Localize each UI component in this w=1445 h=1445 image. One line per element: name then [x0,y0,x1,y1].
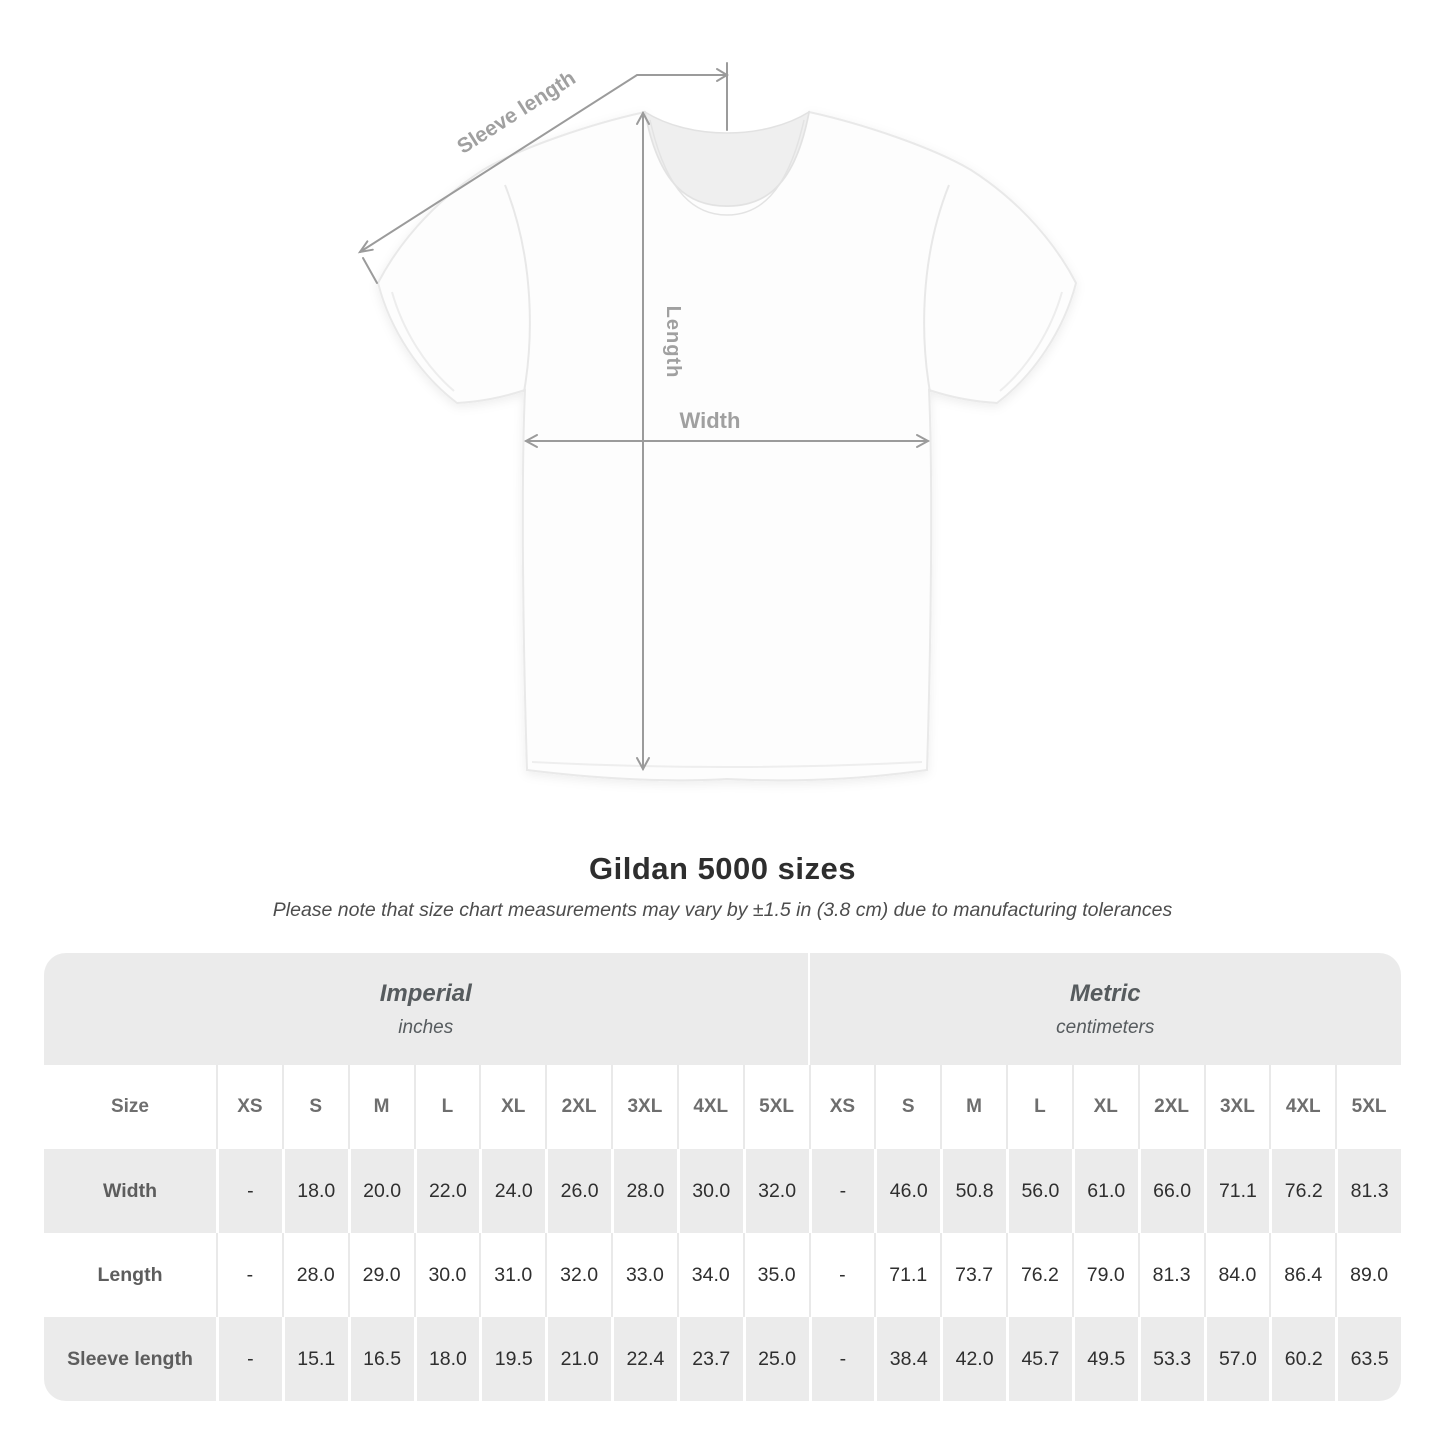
table-cell: 50.8 [940,1149,1006,1233]
size-header-imperial-xs: XS [216,1065,282,1149]
table-cell: 15.1 [281,1317,348,1401]
size-header-metric-2xl: 2XL [1137,1065,1204,1149]
size-header-imperial-l: L [413,1065,480,1149]
size-header-imperial-5xl: 5XL [742,1065,809,1149]
table-cell: 16.5 [347,1317,414,1401]
table-cell: 34.0 [676,1233,743,1317]
length-label: Length [662,306,684,379]
size-column-header: Size [44,1065,216,1149]
size-header-metric-5xl: 5XL [1335,1065,1401,1149]
width-arrow [523,434,931,448]
tshirt-diagram: Sleeve length Length Width [357,62,1078,782]
unit-name: centimeters [1056,1016,1155,1038]
size-header-metric-xs: XS [808,1065,875,1149]
table-cell: 42.0 [940,1317,1006,1401]
left-armhole-seam [504,184,531,393]
table-cell: 21.0 [545,1317,611,1401]
table-cell: 89.0 [1335,1233,1401,1317]
table-cell: 63.5 [1335,1317,1401,1401]
table-cell: 22.4 [611,1317,677,1401]
left-cuff-seam [391,291,455,392]
table-cell: 71.1 [874,1233,941,1317]
size-header-metric-s: S [874,1065,941,1149]
row-label: Length [44,1233,216,1317]
measurement-lines [357,62,931,772]
table-cell: 53.3 [1137,1317,1204,1401]
size-header-imperial-2xl: 2XL [545,1065,611,1149]
size-header-imperial-m: M [347,1065,414,1149]
table-cell: 20.0 [347,1149,414,1233]
imperial-band: Imperial inches [44,953,808,1065]
table-cell: 32.0 [545,1233,611,1317]
table-cell: 46.0 [874,1149,941,1233]
size-header-metric-m: M [940,1065,1006,1149]
table-cell: 18.0 [281,1149,348,1233]
table-cell: 30.0 [413,1233,480,1317]
table-cell: 81.3 [1335,1149,1401,1233]
page-title: Gildan 5000 sizes [589,851,856,886]
table-cell: 38.4 [874,1317,941,1401]
unit-system-name: Metric [1069,979,1141,1007]
table-cell: 49.5 [1071,1317,1138,1401]
table-cell: 23.7 [676,1317,743,1401]
hem-seam [531,761,923,768]
table-cell: 79.0 [1071,1233,1138,1317]
size-table: Imperial inches Metric centimeters Size XS S M L… [44,953,1401,1401]
right-armhole-seam [923,184,950,393]
table-cell: 76.2 [1269,1149,1336,1233]
table-cell: 28.0 [611,1149,677,1233]
row-label: Sleeve length [44,1317,216,1401]
table-cell: 60.2 [1269,1317,1336,1401]
size-header-imperial-xl: XL [479,1065,546,1149]
table-cell: 86.4 [1269,1233,1336,1317]
table-cell: 71.1 [1203,1149,1270,1233]
table-cell: - [216,1317,282,1401]
table-cell: 22.0 [413,1149,480,1233]
size-header-metric-4xl: 4XL [1269,1065,1336,1149]
table-cell: 24.0 [479,1149,546,1233]
size-header-imperial-4xl: 4XL [676,1065,743,1149]
size-header-metric-3xl: 3XL [1203,1065,1270,1149]
table-cell: 31.0 [479,1233,546,1317]
table-cell: 19.5 [479,1317,546,1401]
unit-name: inches [398,1016,454,1038]
size-header-metric-l: L [1006,1065,1072,1149]
tshirt-body [376,110,1078,782]
table-cell: 81.3 [1137,1233,1204,1317]
table-cell: 76.2 [1006,1233,1072,1317]
table-cell: 84.0 [1203,1233,1270,1317]
table-cell: 26.0 [545,1149,611,1233]
table-cell: - [808,1233,875,1317]
sleeve-length-arrow [357,62,729,284]
table-cell: 73.7 [940,1233,1006,1317]
row-label: Width [44,1149,216,1233]
table-cell: 29.0 [347,1233,414,1317]
table-cell: - [808,1317,875,1401]
table-cell: 28.0 [281,1233,348,1317]
table-cell: 18.0 [413,1317,480,1401]
table-cell: 32.0 [742,1149,809,1233]
table-cell: - [216,1149,282,1233]
collar-seam [649,119,805,216]
table-cell: 57.0 [1203,1317,1270,1401]
tolerance-note: Please note that size chart measurements… [272,899,1173,921]
metric-band: Metric centimeters [809,953,1401,1065]
right-cuff-seam [999,291,1063,392]
width-label: Width [680,408,741,433]
table-cell: 66.0 [1137,1149,1204,1233]
unit-system-name: Imperial [379,979,472,1007]
size-header-imperial-3xl: 3XL [611,1065,677,1149]
table-cell: - [216,1233,282,1317]
table-cell: 45.7 [1006,1317,1072,1401]
table-cell: 25.0 [742,1317,809,1401]
table-cell: 35.0 [742,1233,809,1317]
size-header-metric-xl: XL [1071,1065,1138,1149]
table-cell: 30.0 [676,1149,743,1233]
table-cell: 56.0 [1006,1149,1072,1233]
table-cell: 33.0 [611,1233,677,1317]
table-cell: - [808,1149,875,1233]
tshirt-graphic [376,110,1078,782]
size-header-imperial-s: S [281,1065,348,1149]
table-cell: 61.0 [1071,1149,1138,1233]
